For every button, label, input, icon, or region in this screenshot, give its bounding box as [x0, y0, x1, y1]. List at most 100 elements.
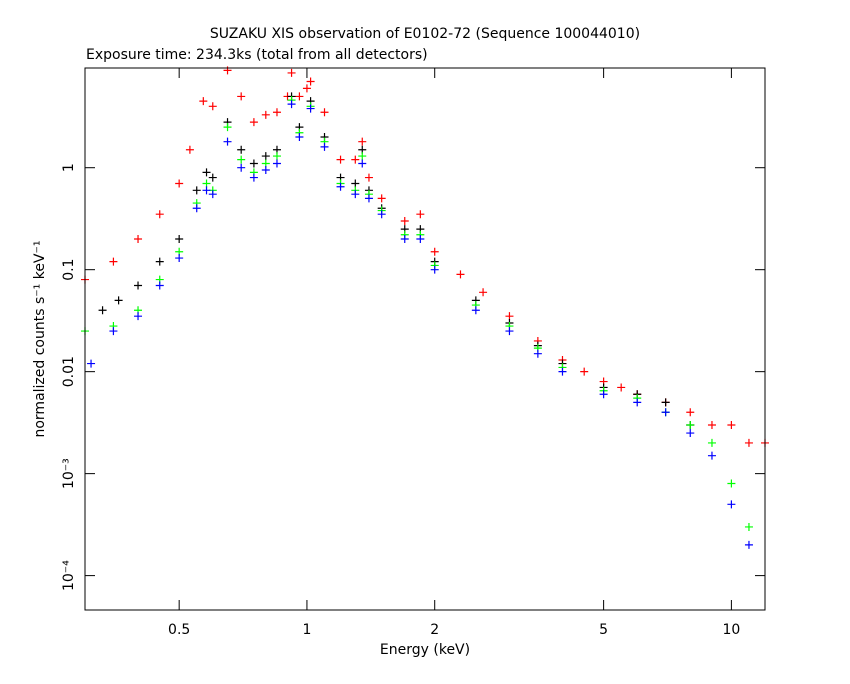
- data-point: [175, 179, 184, 188]
- chart-subtitle: Exposure time: 234.3ks (total from all d…: [86, 47, 428, 63]
- data-point: [533, 349, 542, 358]
- data-points: [81, 66, 769, 549]
- plot-frame: [84, 67, 766, 611]
- data-point: [272, 159, 281, 168]
- data-point: [505, 327, 514, 336]
- data-point: [377, 210, 386, 219]
- data-point: [661, 398, 670, 407]
- x-tick-label: 1: [302, 622, 311, 638]
- data-point: [109, 327, 118, 336]
- data-point: [237, 163, 246, 172]
- data-point: [707, 438, 716, 447]
- x-tick-label: 2: [430, 622, 439, 638]
- data-point: [114, 296, 123, 305]
- data-point: [505, 312, 514, 321]
- data-point: [727, 479, 736, 488]
- data-point: [400, 217, 409, 226]
- data-point: [295, 92, 304, 101]
- data-point: [208, 102, 217, 111]
- data-point: [155, 257, 164, 266]
- y-tick-label: 1: [61, 163, 77, 172]
- data-point: [479, 288, 488, 297]
- data-point: [237, 92, 246, 101]
- data-point: [416, 210, 425, 219]
- data-point: [727, 420, 736, 429]
- data-point: [175, 234, 184, 243]
- y-axis-label: normalized counts s⁻¹ keV⁻¹: [32, 240, 48, 437]
- data-point: [208, 173, 217, 182]
- data-point: [302, 84, 311, 93]
- data-point: [175, 254, 184, 263]
- data-point: [580, 367, 589, 376]
- data-point: [249, 173, 258, 182]
- data-point: [202, 168, 211, 177]
- data-point: [237, 155, 246, 164]
- y-tick-label: 10⁻⁴: [61, 560, 77, 591]
- data-point: [364, 173, 373, 182]
- y-tick-label: 0.01: [61, 356, 77, 387]
- data-point: [185, 145, 194, 154]
- data-point: [261, 165, 270, 174]
- data-point: [192, 204, 201, 213]
- data-point: [249, 159, 258, 168]
- data-point: [364, 194, 373, 203]
- data-point: [471, 306, 480, 315]
- data-point: [199, 97, 208, 106]
- data-point: [320, 142, 329, 151]
- data-point: [336, 155, 345, 164]
- data-point: [351, 179, 360, 188]
- data-point: [208, 190, 217, 199]
- data-point: [306, 104, 315, 113]
- data-point: [707, 451, 716, 460]
- data-point: [202, 186, 211, 195]
- data-point: [358, 137, 367, 146]
- data-point: [430, 247, 439, 256]
- data-point: [202, 179, 211, 188]
- data-point: [661, 408, 670, 417]
- data-point: [358, 159, 367, 168]
- data-point: [336, 182, 345, 191]
- data-point: [707, 420, 716, 429]
- y-tick-label: 10⁻³: [61, 458, 77, 489]
- data-point: [295, 133, 304, 142]
- data-point: [400, 234, 409, 243]
- data-point: [134, 281, 143, 290]
- chart-title: SUZAKU XIS observation of E0102-72 (Sequ…: [210, 26, 640, 42]
- data-point: [287, 100, 296, 109]
- data-point: [686, 420, 695, 429]
- data-point: [261, 152, 270, 161]
- data-point: [351, 155, 360, 164]
- x-axis-label: Energy (keV): [380, 642, 470, 658]
- data-point: [272, 152, 281, 161]
- data-point: [237, 145, 246, 154]
- data-point: [272, 108, 281, 117]
- x-tick-label: 5: [599, 622, 608, 638]
- data-point: [98, 306, 107, 315]
- data-point: [261, 110, 270, 119]
- data-point: [87, 359, 96, 368]
- data-point: [249, 118, 258, 127]
- data-point: [430, 265, 439, 274]
- x-tick-label: 10: [722, 622, 740, 638]
- data-point: [192, 186, 201, 195]
- data-point: [134, 312, 143, 321]
- data-point: [155, 281, 164, 290]
- data-point: [134, 234, 143, 243]
- data-point: [599, 390, 608, 399]
- data-point: [223, 137, 232, 146]
- data-point: [109, 257, 118, 266]
- data-point: [744, 438, 753, 447]
- data-point: [686, 408, 695, 417]
- data-point: [744, 522, 753, 531]
- data-point: [727, 500, 736, 509]
- data-point: [617, 383, 626, 392]
- data-point: [456, 270, 465, 279]
- data-point: [351, 190, 360, 199]
- data-point: [320, 108, 329, 117]
- data-point: [558, 367, 567, 376]
- data-point: [358, 152, 367, 161]
- data-point: [155, 210, 164, 219]
- data-point: [287, 68, 296, 77]
- data-point: [633, 398, 642, 407]
